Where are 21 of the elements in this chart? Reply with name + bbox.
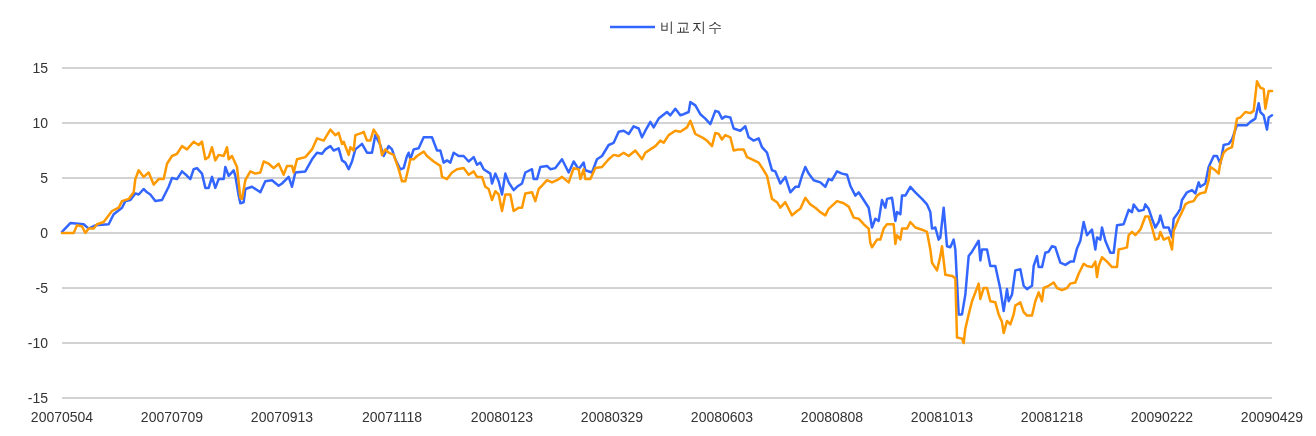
x-tick-label: 20081218 [1020,409,1084,425]
x-tick-label: 20080603 [690,409,754,425]
y-tick-label: 0 [40,225,48,241]
x-tick-label: 20080123 [470,409,534,425]
x-tick-label: 20070709 [140,409,204,425]
y-tick-label: 10 [32,115,48,131]
x-tick-label: 20090429 [1240,409,1304,425]
legend-item: 비교지수 [610,19,724,35]
legend-label: 비교지수 [660,19,724,35]
x-tick-label: 20080329 [580,409,644,425]
x-tick-label: 20081013 [910,409,974,425]
y-tick-label: -15 [27,390,48,406]
y-tick-label: -10 [27,335,48,351]
x-tick-label: 20070504 [30,409,94,425]
x-tick-label: 20070913 [250,409,314,425]
y-tick-label: 5 [40,170,48,186]
y-tick-label: -5 [35,280,48,296]
y-tick-label: 15 [32,60,48,76]
x-tick-label: 20090222 [1130,409,1194,425]
x-tick-label: 20071118 [361,409,423,425]
x-tick-label: 20080808 [800,409,864,425]
